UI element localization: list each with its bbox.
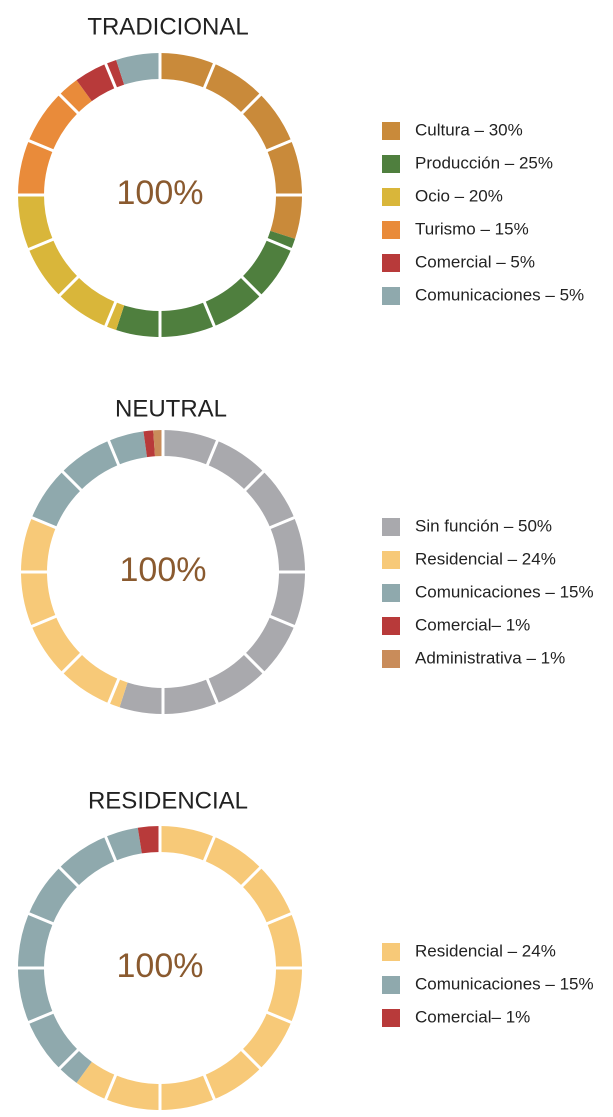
legend-swatch [382, 254, 400, 272]
segment-gap [103, 61, 118, 91]
legend-swatch [382, 976, 400, 994]
segment-gap [267, 515, 297, 530]
segment-gap [239, 1047, 263, 1071]
legend-label: Administrativa – 1% [415, 648, 565, 667]
segment-gap [103, 299, 118, 329]
segment-gap [26, 138, 56, 153]
segment-gap [264, 138, 294, 153]
donut-segment [160, 53, 303, 239]
donut-segment [20, 517, 128, 708]
legend-label: Residencial – 24% [415, 941, 556, 960]
segment-gap [239, 865, 263, 889]
segment-gap [60, 651, 84, 675]
legend-swatch [382, 188, 400, 206]
donut-segment [32, 431, 148, 528]
segment-gap [29, 614, 59, 629]
center-label: 100% [117, 174, 204, 212]
legend-swatch [382, 617, 400, 635]
segment-gap [239, 92, 263, 116]
segment-gap [26, 1010, 56, 1025]
legend-label: Comercial– 1% [415, 1007, 530, 1026]
segment-gap [242, 469, 266, 493]
center-label: 100% [117, 947, 204, 985]
segment-gap [57, 92, 81, 116]
donut-segment [18, 80, 92, 195]
legend-label: Ocio – 20% [415, 186, 503, 205]
legend-swatch [382, 584, 400, 602]
chart-title: RESIDENCIAL [88, 787, 248, 814]
legend-label: Sin función – 50% [415, 516, 552, 535]
legend-label: Residencial – 24% [415, 549, 556, 568]
legend-swatch [382, 1009, 400, 1027]
segment-gap [202, 299, 217, 329]
segment-gap [239, 274, 263, 298]
segment-gap [205, 438, 220, 468]
donut-segment [119, 430, 305, 714]
segment-gap [205, 676, 220, 706]
segment-gap [57, 274, 81, 298]
segment-gap [202, 1072, 217, 1102]
legend-label: Comunicaciones – 5% [415, 285, 584, 304]
segment-gap [202, 834, 217, 864]
legend-swatch [382, 155, 400, 173]
segment-gap [26, 911, 56, 926]
donut-segment [137, 826, 160, 854]
donut-segment [76, 826, 303, 1110]
legend-label: Comercial– 1% [415, 615, 530, 634]
segment-gap [29, 515, 59, 530]
legend-swatch [382, 518, 400, 536]
donut-segment [116, 53, 160, 85]
donut-segment [116, 230, 296, 337]
legend-swatch [382, 287, 400, 305]
legend-swatch [382, 122, 400, 140]
donut-segment [18, 195, 125, 331]
legend-swatch [382, 551, 400, 569]
chart-title: NEUTRAL [115, 395, 227, 422]
segment-gap [267, 614, 297, 629]
segment-gap [264, 911, 294, 926]
segment-gap [106, 438, 121, 468]
legend-swatch [382, 221, 400, 239]
donut-segment [76, 59, 125, 102]
legend-swatch [382, 650, 400, 668]
legend-label: Comercial – 5% [415, 252, 535, 271]
segment-gap [103, 1072, 118, 1102]
legend-label: Producción – 25% [415, 153, 553, 172]
segment-gap [103, 834, 118, 864]
segment-gap [106, 676, 121, 706]
segment-gap [26, 237, 56, 252]
donut-segment [153, 430, 163, 457]
legend-label: Turismo – 15% [415, 219, 529, 238]
donut-segment [18, 827, 142, 1083]
legend-swatch [382, 943, 400, 961]
segment-gap [264, 1010, 294, 1025]
segment-gap [242, 651, 266, 675]
segment-gap [60, 469, 84, 493]
segment-gap [202, 61, 217, 91]
legend-label: Cultura – 30% [415, 120, 523, 139]
donut-segment [143, 430, 155, 458]
segment-gap [57, 1047, 81, 1071]
center-label: 100% [120, 551, 207, 589]
legend-label: Comunicaciones – 15% [415, 974, 594, 993]
legend-label: Comunicaciones – 15% [415, 582, 594, 601]
chart-title: TRADICIONAL [87, 13, 248, 40]
segment-gap [57, 865, 81, 889]
segment-gap [264, 237, 294, 252]
